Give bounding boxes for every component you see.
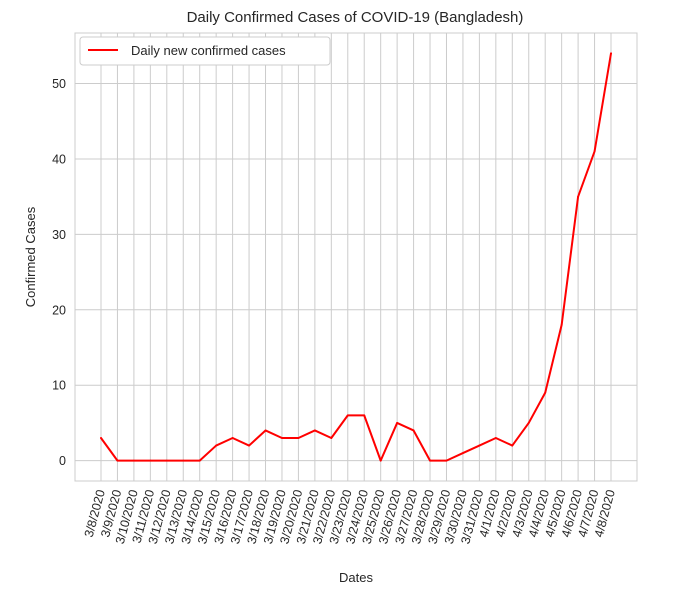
data-point xyxy=(478,444,481,447)
y-tick-label: 50 xyxy=(52,77,66,91)
data-point xyxy=(560,323,563,326)
legend-label: Daily new confirmed cases xyxy=(131,43,286,58)
data-point xyxy=(264,429,267,432)
series-layer xyxy=(100,52,612,462)
data-point xyxy=(330,437,333,439)
data-point xyxy=(297,437,300,439)
chart-title: Daily Confirmed Cases of COVID-19 (Bangl… xyxy=(187,9,524,26)
data-point xyxy=(182,459,185,462)
y-tick-label: 20 xyxy=(52,303,66,317)
data-point xyxy=(412,429,415,432)
data-point xyxy=(429,459,431,462)
data-point xyxy=(610,52,612,55)
data-point xyxy=(527,422,530,424)
data-point xyxy=(198,459,201,462)
data-point xyxy=(248,444,250,447)
data-point xyxy=(281,437,283,439)
data-point xyxy=(511,444,514,447)
x-axis-label: Dates xyxy=(339,570,373,585)
legend-box xyxy=(79,36,331,66)
data-point xyxy=(462,452,464,454)
data-point xyxy=(116,459,119,462)
series-line xyxy=(100,52,612,462)
data-point xyxy=(313,429,316,432)
data-point xyxy=(445,459,448,462)
plot-area xyxy=(74,32,638,482)
x-axis-ticks: 3/8/20203/9/20203/10/20203/11/20203/12/2… xyxy=(82,488,618,545)
data-point xyxy=(231,437,234,439)
grid xyxy=(75,33,637,481)
data-point xyxy=(346,414,349,417)
data-point xyxy=(149,459,152,462)
data-point xyxy=(379,459,382,462)
data-point xyxy=(577,195,579,198)
y-axis-label: Confirmed Cases xyxy=(23,206,38,307)
data-point xyxy=(593,150,596,153)
y-tick-label: 0 xyxy=(59,454,66,468)
y-tick-label: 10 xyxy=(52,379,66,393)
data-point xyxy=(215,444,218,447)
y-axis-ticks: 0 10 20 30 40 50 xyxy=(52,77,66,468)
y-tick-label: 30 xyxy=(52,228,66,242)
data-point xyxy=(494,437,497,439)
data-point xyxy=(165,459,168,462)
data-point xyxy=(363,414,366,417)
data-point xyxy=(544,391,547,394)
y-tick-label: 40 xyxy=(52,152,66,166)
data-point xyxy=(100,437,102,439)
data-point xyxy=(133,459,135,462)
data-point xyxy=(396,422,399,424)
legend: Daily new confirmed cases xyxy=(79,36,331,66)
